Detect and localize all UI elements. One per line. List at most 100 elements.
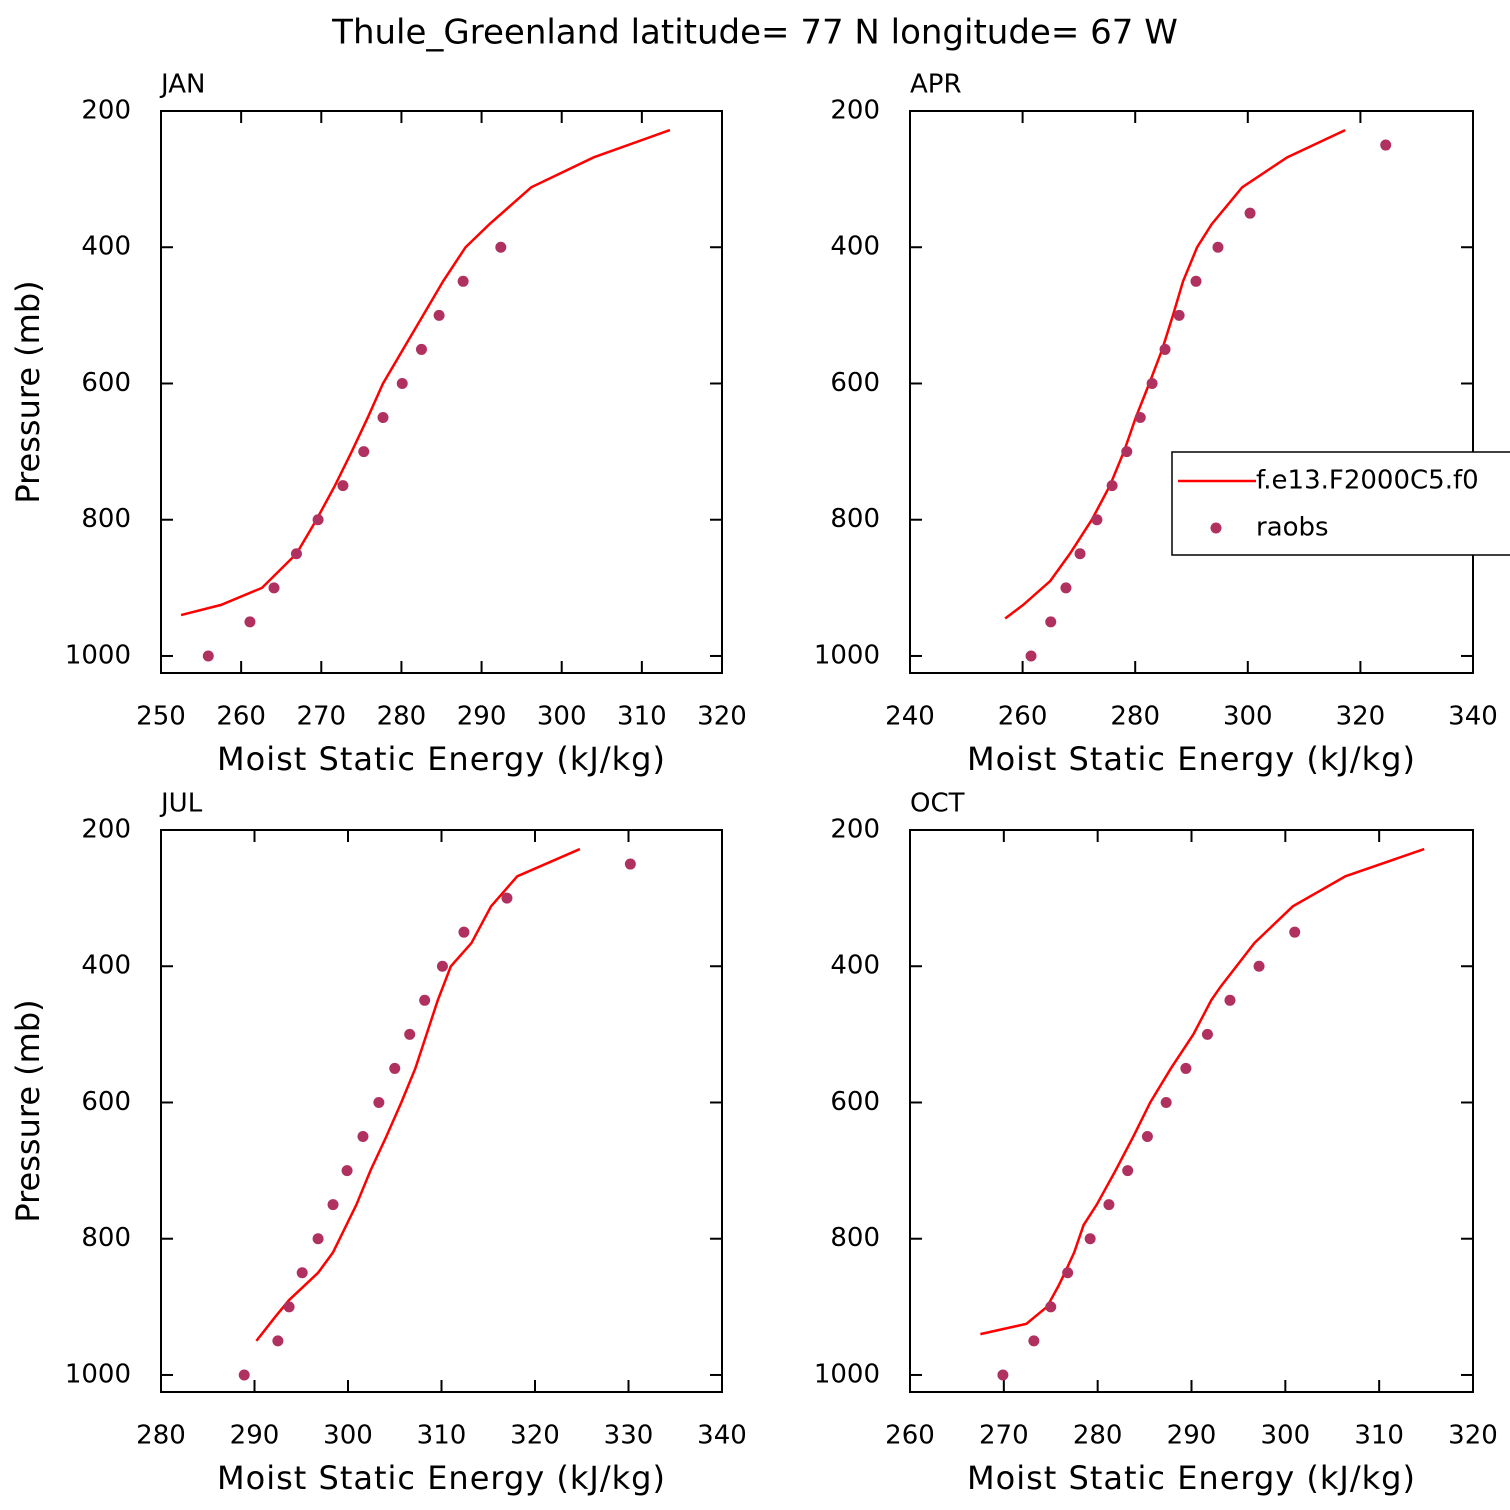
- obs-point: [1045, 616, 1057, 628]
- x-tick-label: 310: [617, 702, 667, 732]
- obs-point: [1160, 1096, 1172, 1108]
- x-tick-label: 320: [510, 1421, 560, 1451]
- y-tick-label: 400: [830, 232, 880, 262]
- obs-point: [1091, 514, 1103, 526]
- y-tick-label: 400: [830, 951, 880, 981]
- obs-point: [357, 1131, 369, 1143]
- obs-point: [238, 1369, 250, 1381]
- x-tick-label: 270: [979, 1421, 1029, 1451]
- x-axis-label: Moist Static Energy (kJ/kg): [217, 1459, 666, 1497]
- x-tick-label: 280: [1073, 1421, 1123, 1451]
- obs-point: [1028, 1335, 1040, 1347]
- obs-point: [1212, 241, 1224, 253]
- y-tick-label: 800: [830, 504, 880, 534]
- x-tick-label: 300: [1223, 702, 1273, 732]
- obs-point: [389, 1062, 401, 1074]
- x-tick-label: 300: [1261, 1421, 1311, 1451]
- x-tick-label: 340: [697, 1421, 747, 1451]
- x-tick-label: 280: [136, 1421, 186, 1451]
- y-tick-label: 400: [81, 951, 131, 981]
- obs-point: [244, 616, 256, 628]
- x-tick-label: 260: [216, 702, 266, 732]
- obs-point: [997, 1369, 1009, 1381]
- x-tick-label: 300: [323, 1421, 373, 1451]
- y-tick-label: 600: [81, 368, 131, 398]
- obs-point: [1159, 343, 1171, 355]
- y-tick-label: 200: [830, 815, 880, 845]
- obs-point: [458, 926, 470, 938]
- y-tick-label: 800: [81, 1223, 131, 1253]
- x-tick-label: 320: [1448, 1421, 1498, 1451]
- x-tick-label: 330: [604, 1421, 654, 1451]
- obs-point: [396, 377, 408, 389]
- obs-point: [415, 343, 427, 355]
- y-tick-label: 600: [830, 368, 880, 398]
- y-tick-label: 200: [830, 96, 880, 126]
- obs-point: [1244, 207, 1256, 219]
- panel-title: APR: [910, 70, 962, 100]
- obs-point: [1122, 1165, 1134, 1177]
- obs-point: [312, 1233, 324, 1245]
- obs-point: [1201, 1028, 1213, 1040]
- y-tick-label: 200: [81, 96, 131, 126]
- y-tick-label: 600: [830, 1087, 880, 1117]
- legend-box: [1171, 451, 1510, 556]
- obs-point: [268, 582, 280, 594]
- obs-point: [1224, 994, 1236, 1006]
- obs-point: [1062, 1267, 1074, 1279]
- obs-point: [1045, 1301, 1057, 1313]
- panel-title: OCT: [910, 789, 965, 819]
- legend-label: raobs: [1256, 513, 1329, 543]
- y-axis-label: Pressure (mb): [9, 999, 47, 1222]
- y-tick-label: 1000: [65, 640, 131, 670]
- obs-point: [433, 309, 445, 321]
- obs-point: [296, 1267, 308, 1279]
- figure-title: Thule_Greenland latitude= 77 N longitude…: [331, 13, 1178, 53]
- obs-point: [272, 1335, 284, 1347]
- obs-point: [377, 412, 389, 424]
- obs-point: [1103, 1199, 1115, 1211]
- plot-frame: [160, 110, 723, 674]
- obs-point: [358, 446, 370, 458]
- obs-point: [202, 650, 214, 662]
- model-line: [180, 128, 671, 617]
- x-axis-label: Moist Static Energy (kJ/kg): [967, 1459, 1416, 1497]
- x-tick-label: 290: [1167, 1421, 1217, 1451]
- obs-point: [373, 1096, 385, 1108]
- x-tick-label: 310: [1354, 1421, 1404, 1451]
- obs-point: [404, 1028, 416, 1040]
- x-tick-label: 310: [417, 1421, 467, 1451]
- x-tick-label: 240: [885, 702, 935, 732]
- obs-point: [1060, 582, 1072, 594]
- x-axis-label: Moist Static Energy (kJ/kg): [217, 740, 666, 778]
- x-axis-label: Moist Static Energy (kJ/kg): [967, 740, 1416, 778]
- obs-point: [1146, 377, 1158, 389]
- obs-point: [1074, 548, 1086, 560]
- obs-point: [1173, 309, 1185, 321]
- obs-point: [327, 1199, 339, 1211]
- x-tick-label: 250: [136, 702, 186, 732]
- x-tick-label: 280: [377, 702, 427, 732]
- obs-point: [501, 892, 513, 904]
- x-tick-label: 300: [537, 702, 587, 732]
- obs-point: [1253, 960, 1265, 972]
- x-tick-label: 260: [998, 702, 1048, 732]
- x-tick-label: 320: [697, 702, 747, 732]
- obs-point: [1289, 926, 1301, 938]
- y-tick-label: 600: [81, 1087, 131, 1117]
- obs-point: [457, 275, 469, 287]
- y-tick-label: 800: [830, 1223, 880, 1253]
- obs-point: [1180, 1062, 1192, 1074]
- obs-point: [283, 1301, 295, 1313]
- panel-title: JAN: [159, 70, 205, 100]
- obs-point: [1084, 1233, 1096, 1245]
- obs-point: [1106, 480, 1118, 492]
- obs-point: [436, 960, 448, 972]
- x-tick-label: 290: [457, 702, 507, 732]
- obs-point: [495, 241, 507, 253]
- x-tick-label: 260: [885, 1421, 935, 1451]
- y-tick-label: 1000: [814, 640, 880, 670]
- model-line: [980, 847, 1425, 1336]
- x-tick-label: 270: [296, 702, 346, 732]
